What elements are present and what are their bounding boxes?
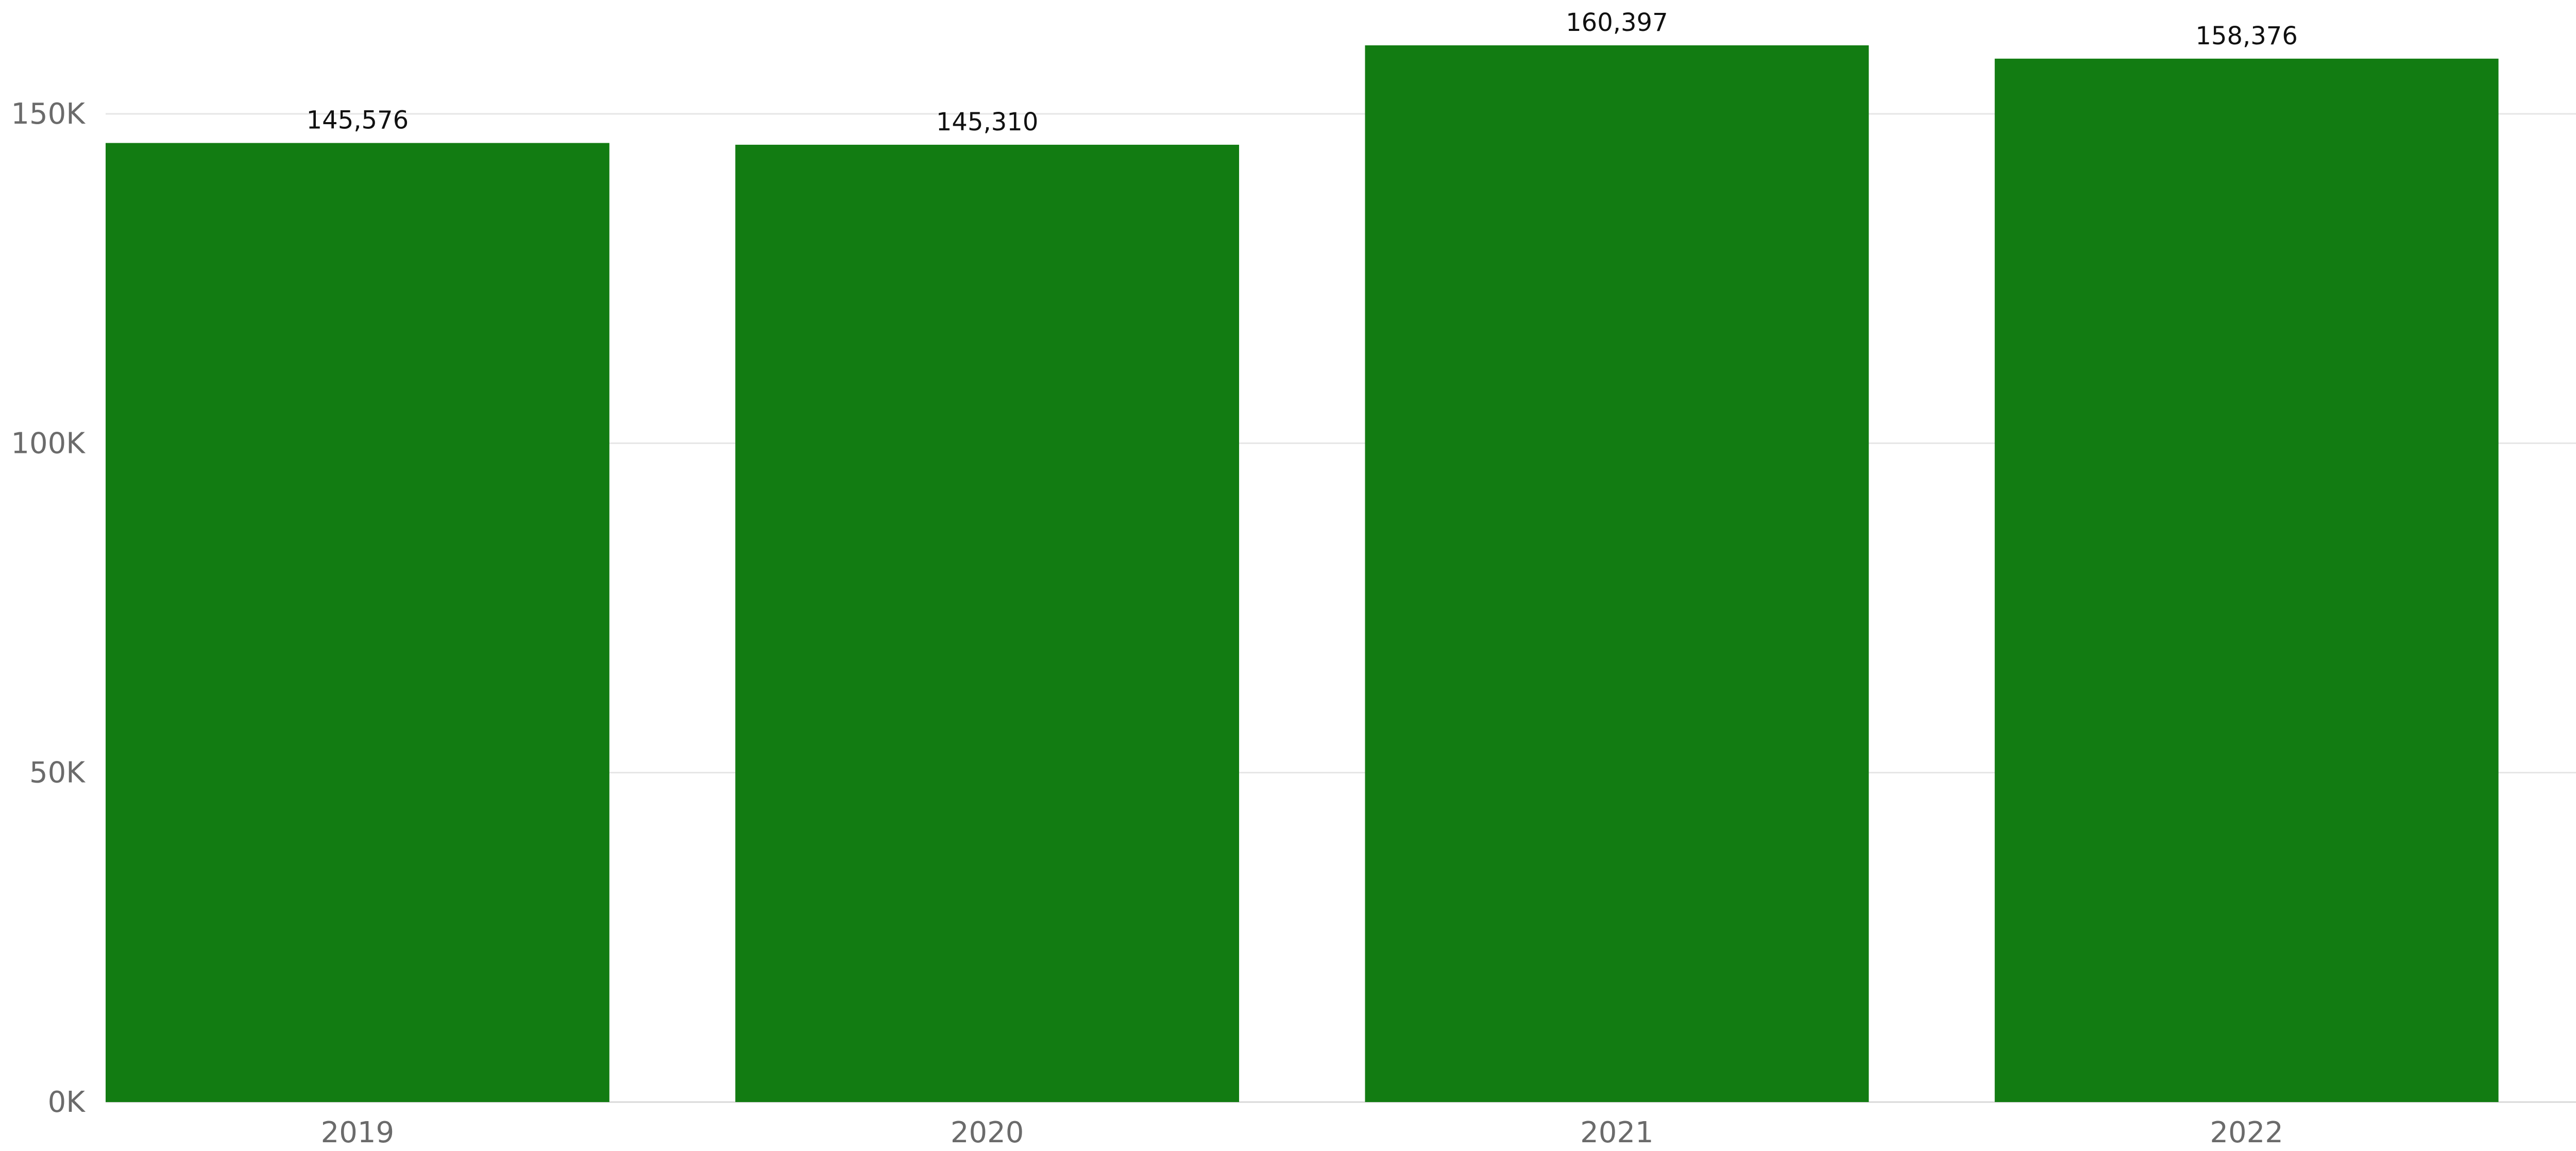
y-axis-ticks: 0K 50K 100K 150K (11, 97, 86, 1119)
data-label-2022: 158,376 (2195, 22, 2298, 50)
x-tick-label-2021: 2021 (1580, 1116, 1654, 1149)
x-axis-ticks: 2019 2020 2021 2022 (321, 1116, 2283, 1149)
data-label-2021: 160,397 (1566, 8, 1668, 37)
bar-2019[interactable] (106, 143, 609, 1102)
x-tick-label-2019: 2019 (321, 1116, 395, 1149)
data-label-2019: 145,576 (307, 106, 409, 135)
y-tick-label-100000: 100K (11, 427, 86, 460)
bar-2021[interactable] (1365, 45, 1869, 1102)
bar-2022[interactable] (1994, 58, 2499, 1103)
x-tick-label-2022: 2022 (2210, 1116, 2283, 1149)
x-tick-label-2020: 2020 (951, 1116, 1024, 1149)
y-tick-label-150000: 150K (11, 97, 86, 131)
bar-2020[interactable] (735, 144, 1240, 1102)
data-label-2020: 145,310 (936, 108, 1039, 137)
bars (106, 45, 2499, 1103)
data-labels: 145,576 145,310 160,397 158,376 (307, 8, 2298, 137)
y-tick-label-0: 0K (48, 1086, 86, 1119)
y-tick-label-50000: 50K (29, 756, 86, 790)
